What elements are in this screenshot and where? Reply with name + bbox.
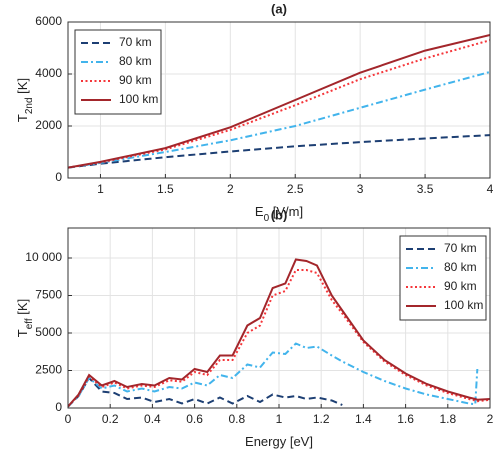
x-tick-label: 3.5 [417,182,434,196]
y-tick-label: 6000 [35,14,62,28]
x-axis-label: Energy [eV] [245,434,313,449]
x-tick-label: 3 [357,182,364,196]
y-axis-label-base: T [15,329,30,337]
y-tick-label: 4000 [35,66,62,80]
legend-label: 90 km [444,279,477,293]
x-axis-label-unit: [V/m] [269,204,303,219]
series-line [68,70,490,169]
x-tick-label: 0.4 [144,412,161,426]
x-tick-label: 2 [227,182,234,196]
legend-label: 70 km [119,35,152,49]
x-axis-label-base: Energy [eV] [245,434,313,449]
y-tick-label: 2000 [35,118,62,132]
legend-label: 70 km [444,241,477,255]
legend-label: 100 km [119,92,158,106]
x-tick-label: 0 [65,412,72,426]
x-tick-label: 1.8 [439,412,456,426]
chart-title: (a) [271,1,287,16]
x-tick-label: 1.5 [157,182,174,196]
y-axis-label-unit: [K] [15,299,30,319]
x-tick-label: 0.6 [186,412,203,426]
y-tick-label: 10 000 [25,250,62,264]
y-tick-label: 0 [55,170,62,184]
series-line [68,134,490,169]
x-tick-label: 1.4 [355,412,372,426]
y-tick-label: 0 [55,400,62,414]
y-axis-label: Teff [K] [15,299,35,337]
series-line [68,34,490,169]
x-axis-label: E0 [V/m] [255,204,303,224]
legend: 70 km 80 km 90 km 100 km [399,235,487,321]
y-axis-label-base: T [15,114,30,122]
legend-label: 100 km [444,298,483,312]
x-tick-label: 1 [276,412,283,426]
y-tick-label: 5000 [35,325,62,339]
y-axis-label-sub: 2nd [24,97,35,114]
chart-title: (b) [271,207,288,222]
axes-frame [67,21,491,179]
y-tick-label: 7500 [35,288,62,302]
axes-frame [67,227,491,409]
series-line [68,342,479,408]
panel: 0 0.2 0.4 0.6 0.8 1 1.2 1.4 1.6 1.8 2 0 2500 5000 7500… [15,207,493,449]
series-line [68,376,343,408]
y-axis-label: T2nd [K] [15,78,35,122]
x-tick-label: 1 [97,182,104,196]
y-axis-label-sub: eff [24,318,35,329]
series-line [68,269,490,408]
x-axis-label-sub: 0 [264,213,270,224]
legend: 70 km 80 km 90 km 100 km [74,29,162,115]
x-tick-label: 1.2 [313,412,330,426]
x-axis-label-base: E [255,204,264,219]
y-tick-label: 2500 [35,363,62,377]
y-axis-label-unit: [K] [15,78,30,98]
legend-label: 90 km [119,73,152,87]
x-tick-label: 1.6 [397,412,414,426]
x-tick-label: 4 [487,182,494,196]
x-tick-label: 0.8 [228,412,245,426]
legend-label: 80 km [444,260,477,274]
x-tick-label: 2 [487,412,494,426]
x-tick-label: 2.5 [287,182,304,196]
legend-label: 80 km [119,54,152,68]
series-line [68,258,490,408]
x-tick-label: 0.2 [102,412,119,426]
